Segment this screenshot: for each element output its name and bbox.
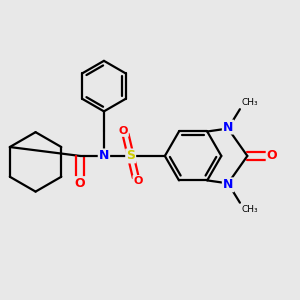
Text: CH₃: CH₃ <box>242 98 258 107</box>
Text: N: N <box>223 121 233 134</box>
Text: O: O <box>134 176 143 186</box>
Text: N: N <box>99 149 109 162</box>
Text: O: O <box>267 149 277 162</box>
Text: N: N <box>223 178 233 191</box>
Text: O: O <box>75 177 86 190</box>
Text: O: O <box>118 126 128 136</box>
Text: S: S <box>126 149 135 162</box>
Text: CH₃: CH₃ <box>242 205 258 214</box>
